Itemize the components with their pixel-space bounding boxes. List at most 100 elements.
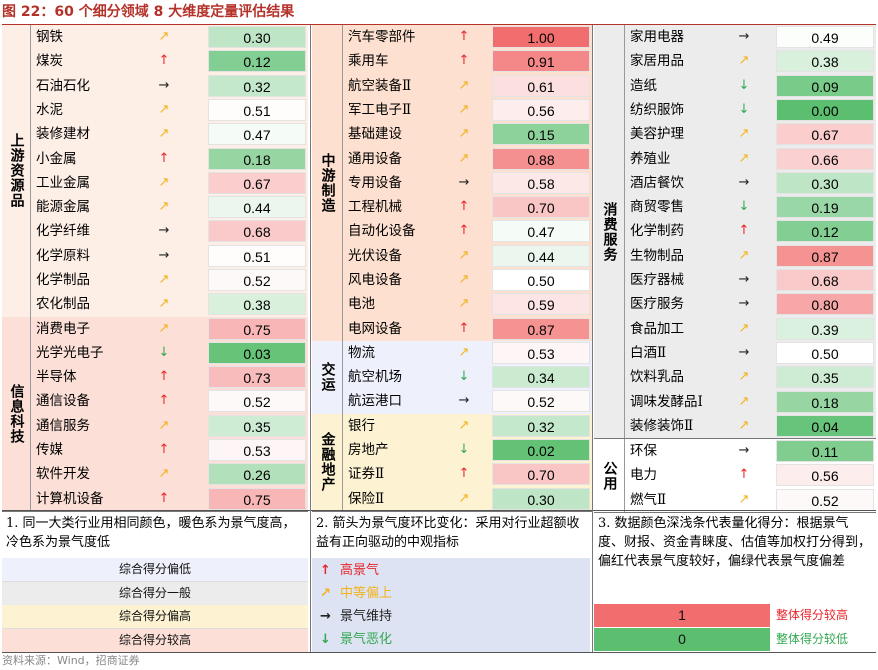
- trend-mid-arrow-icon: ↗: [158, 272, 170, 287]
- trend-up-arrow-icon: ↑: [738, 223, 750, 239]
- trend-mid-arrow-icon: ↗: [458, 296, 470, 312]
- trend-mid-arrow-icon: ↗: [458, 101, 470, 117]
- table-row: 基础建设 ↗ 0.15: [312, 122, 592, 146]
- source-note: 资料来源：Wind，招商证券: [2, 654, 140, 667]
- legend-color-item: 综合得分偏高: [2, 605, 308, 629]
- sector-name: 医疗服务: [630, 296, 684, 313]
- legend-arrow-icon: →: [320, 609, 331, 624]
- trend-down-arrow-icon: ↓: [738, 101, 750, 117]
- trend-mid-arrow-icon: ↗: [158, 296, 170, 312]
- divider-line: [2, 510, 876, 511]
- table-row: 煤炭 ↑ 0.12: [2, 49, 308, 73]
- trend-flat-arrow-icon: →: [458, 174, 470, 190]
- score-cell: 0.56: [492, 98, 590, 121]
- score-cell: 0.53: [492, 341, 590, 364]
- legend-trend-arrows: ↑ 高景气 ↗ 中等偏上 → 景气维持 ↓ 景气恶化: [312, 558, 590, 652]
- table-row: 乘用车 ↑ 0.91: [312, 49, 592, 73]
- sector-name: 化学纤维: [36, 223, 90, 240]
- table-row: 汽车零部件 ↑ 1.00: [312, 25, 592, 49]
- trend-flat-arrow-icon: →: [738, 174, 750, 190]
- sector-name: 化学原料: [36, 247, 90, 264]
- table-row: 传媒 ↑ 0.53: [2, 438, 308, 462]
- score-cell: 0.52: [776, 488, 874, 511]
- score-cell: 0.51: [208, 244, 306, 267]
- table-row: 证券Ⅱ ↑ 0.70: [312, 462, 592, 486]
- score-cell: 0.03: [208, 341, 306, 364]
- sector-name: 装修建材: [36, 126, 90, 143]
- legend-arrow-icon: ↗: [320, 586, 331, 601]
- trend-mid-arrow-icon: ↗: [158, 101, 170, 117]
- trend-mid-arrow-icon: ↗: [158, 174, 170, 190]
- group-info_tech: 信息科技 消费电子 ↗ 0.75 光学光电子 ↓ 0.03 半导体 ↑ 0.73 通信设备 ↑ 0.52…: [2, 316, 308, 512]
- trend-up-arrow-icon: ↑: [458, 320, 470, 336]
- sector-name: 光伏设备: [348, 247, 402, 264]
- table-row: 通信服务 ↗ 0.35: [2, 414, 308, 438]
- table-row: 风电设备 ↗ 0.50: [312, 268, 592, 292]
- sector-name: 化学制品: [36, 272, 90, 288]
- legend-arrow-icon: ↑: [320, 563, 331, 578]
- table-row: 饮料乳品 ↗ 0.35: [594, 365, 876, 389]
- sector-name: 饮料乳品: [630, 369, 684, 386]
- legend-color-item: 综合得分偏低: [2, 558, 308, 582]
- sector-name: 家用电器: [630, 29, 684, 45]
- trend-up-arrow-icon: ↑: [458, 29, 470, 44]
- sector-name: 调味发酵品Ⅰ: [630, 393, 703, 410]
- score-cell: 0.68: [208, 220, 306, 243]
- legend-score-label: 整体得分较低: [776, 632, 849, 646]
- score-cell: 0.49: [776, 26, 874, 48]
- sector-name: 煤炭: [36, 53, 63, 70]
- score-cell: 0.91: [492, 50, 590, 73]
- trend-mid-arrow-icon: ↗: [738, 417, 750, 433]
- trend-up-arrow-icon: ↑: [158, 442, 170, 458]
- score-cell: 0.88: [492, 147, 590, 170]
- trend-up-arrow-icon: ↑: [158, 53, 170, 69]
- table-row: 计算机设备 ↑ 0.75: [2, 487, 308, 511]
- score-cell: 0.52: [208, 390, 306, 413]
- trend-mid-arrow-icon: ↗: [738, 393, 750, 409]
- sector-name: 军工电子Ⅱ: [348, 101, 412, 118]
- sector-name: 风电设备: [348, 272, 402, 288]
- table-row: 航空装备Ⅱ ↗ 0.61: [312, 74, 592, 98]
- sector-name: 水泥: [36, 101, 63, 118]
- group-label-text: 上游资源品: [8, 133, 25, 209]
- score-cell: 0.58: [492, 171, 590, 194]
- sector-name: 电网设备: [348, 320, 402, 337]
- score-cell: 0.38: [776, 50, 874, 73]
- trend-mid-arrow-icon: ↗: [738, 247, 750, 263]
- score-cell: 0.68: [776, 269, 874, 291]
- legend-arrow-item: → 景气维持: [320, 606, 392, 628]
- sector-name: 半导体: [36, 369, 77, 386]
- trend-mid-arrow-icon: ↗: [458, 417, 470, 433]
- sector-name: 保险Ⅱ: [348, 490, 385, 507]
- score-cell: 0.12: [208, 50, 306, 73]
- trend-mid-arrow-icon: ↗: [158, 126, 170, 142]
- sector-name: 软件开发: [36, 466, 90, 483]
- score-cell: 0.47: [492, 220, 590, 243]
- score-cell: 0.80: [776, 293, 874, 316]
- sector-name: 光学光电子: [36, 344, 104, 361]
- trend-mid-arrow-icon: ↗: [158, 29, 170, 44]
- table-row: 医疗器械 → 0.68: [594, 268, 876, 292]
- score-cell: 0.35: [208, 414, 306, 437]
- table-row: 消费电子 ↗ 0.75: [2, 317, 308, 341]
- trend-mid-arrow-icon: ↗: [158, 417, 170, 433]
- table-row: 房地产 ↓ 0.02: [312, 438, 592, 462]
- trend-up-arrow-icon: ↑: [458, 199, 470, 215]
- trend-up-arrow-icon: ↑: [158, 490, 170, 506]
- trend-up-arrow-icon: ↑: [458, 53, 470, 69]
- trend-down-arrow-icon: ↓: [458, 442, 470, 458]
- trend-up-arrow-icon: ↑: [458, 466, 470, 482]
- table-row: 农化制品 ↗ 0.38: [2, 292, 308, 316]
- sector-name: 传媒: [36, 442, 63, 459]
- group-utilities: 公用 环保 → 0.11 电力 ↑ 0.56 燃气Ⅱ ↗ 0.52: [594, 438, 876, 513]
- score-cell: 0.50: [492, 269, 590, 291]
- table-row: 造纸 ↓ 0.09: [594, 74, 876, 98]
- note-3: 3. 数据颜色深浅条代表量化得分：根据景气度、财报、资金青睐度、估值等加权打分得…: [598, 516, 872, 569]
- trend-flat-arrow-icon: →: [158, 223, 170, 239]
- score-cell: 0.30: [208, 26, 306, 48]
- score-cell: 0.38: [208, 293, 306, 316]
- column-divider: [592, 25, 593, 511]
- score-cell: 0.53: [208, 439, 306, 462]
- trend-flat-arrow-icon: →: [738, 296, 750, 312]
- table-row: 通信设备 ↑ 0.52: [2, 389, 308, 413]
